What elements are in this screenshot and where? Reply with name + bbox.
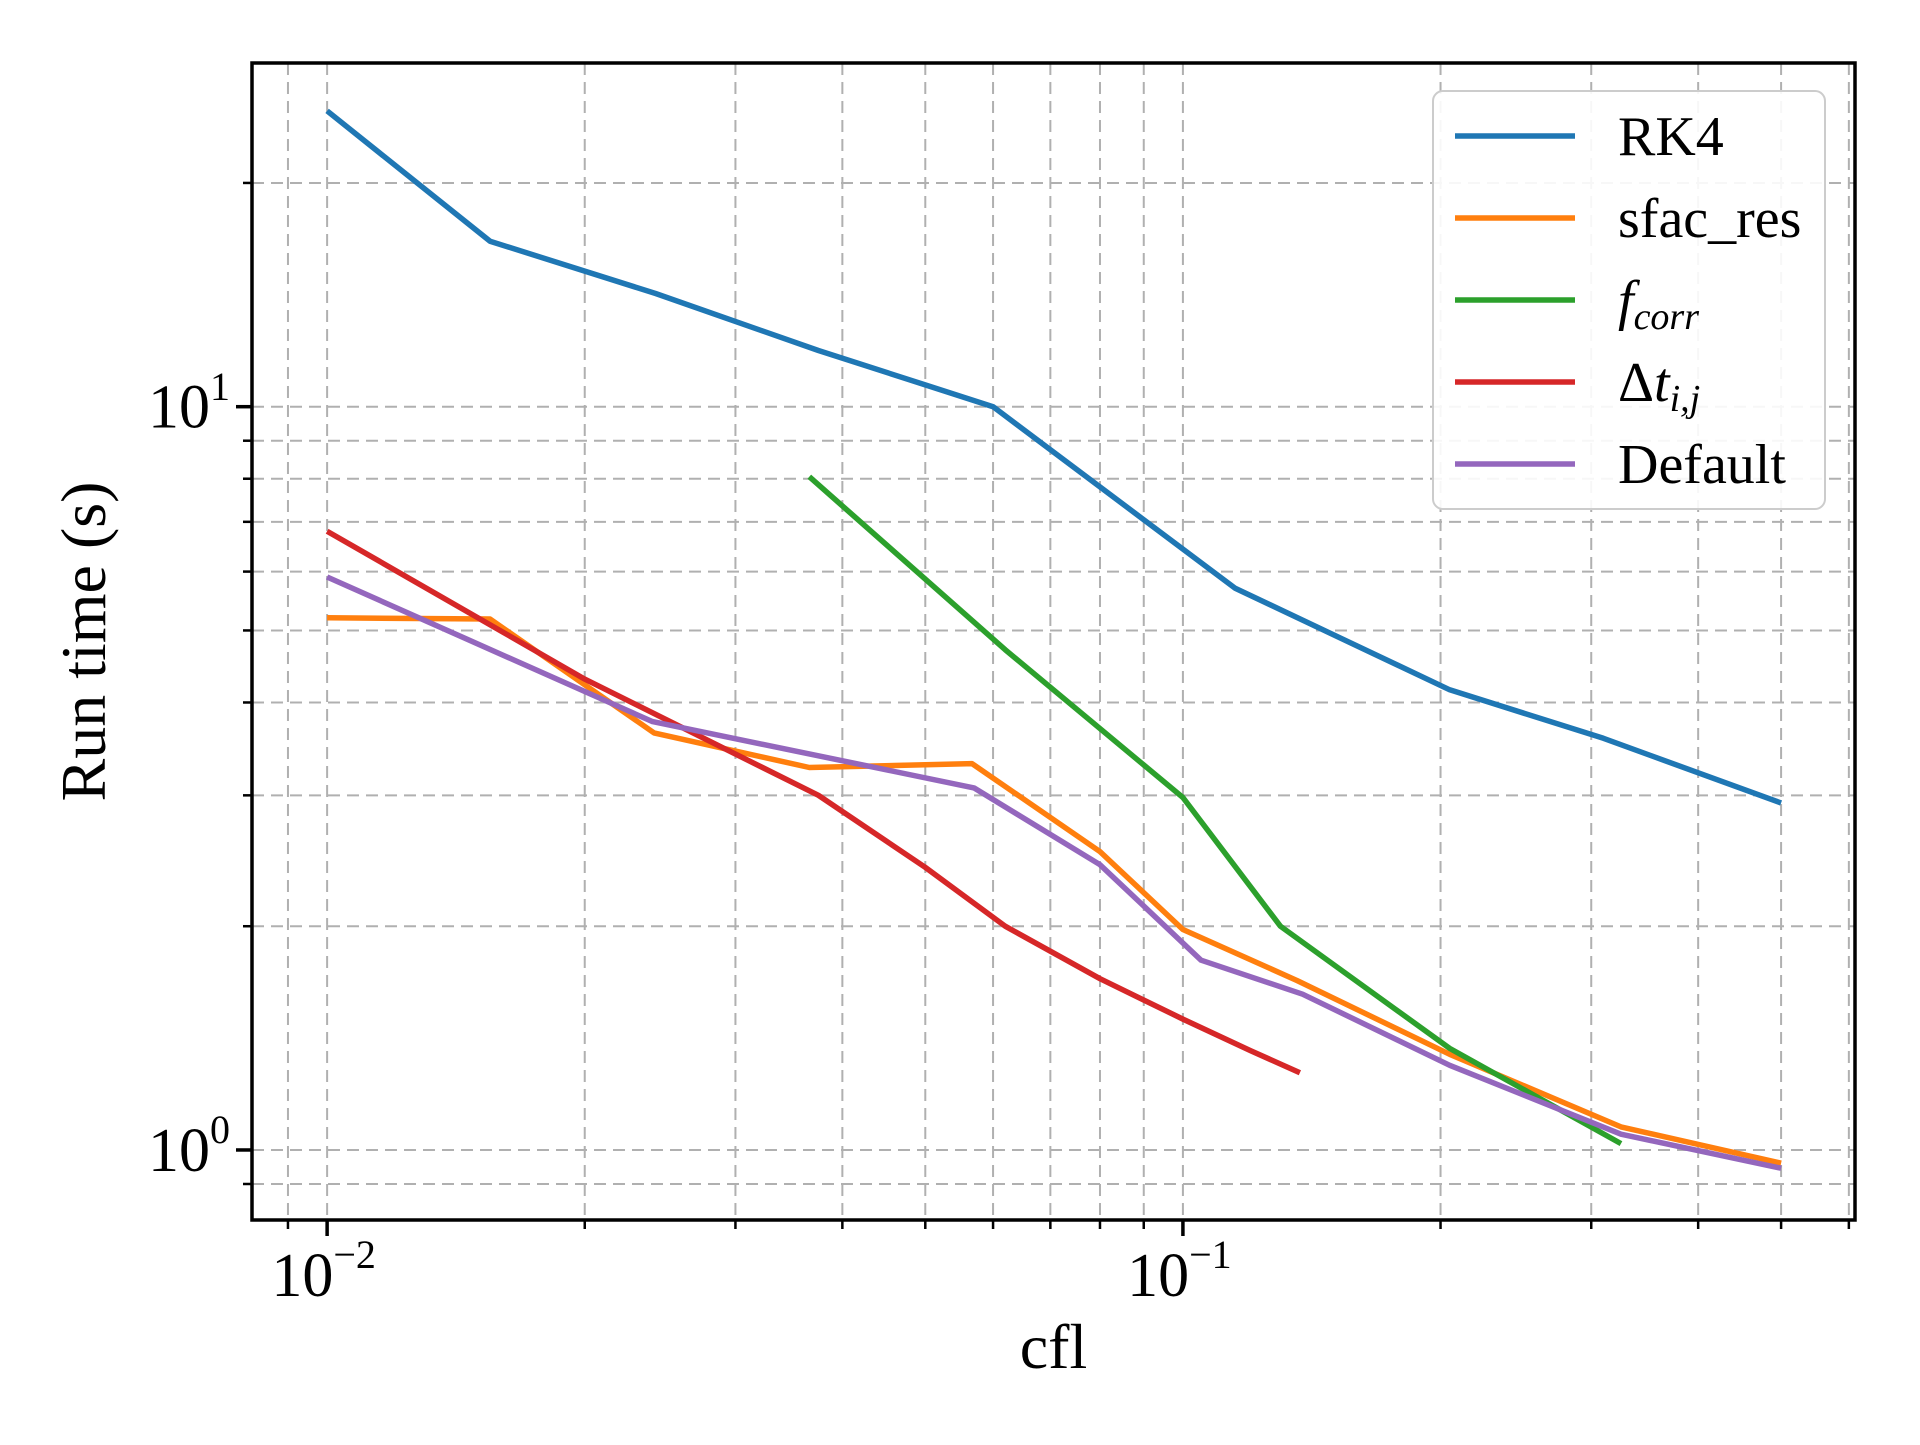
y-tick-label-1: 100 [148,1107,230,1185]
series-line-f_corr [807,474,1623,1147]
legend-box [1432,90,1826,510]
y-tick-label-10: 101 [148,364,230,442]
legend-label-RK4: RK4 [1618,106,1724,168]
series-line-Default [325,574,1782,1171]
series-line-delta_t_ij [325,528,1302,1076]
legend-label-f_corr: fcorr [1618,270,1699,338]
ticks [236,181,1851,1236]
legend-entry-f_corr: fcorr [1455,270,1699,338]
legend-label-sfac_res: sfac_res [1618,188,1801,250]
x-tick-label-0.01: 10−2 [271,1232,376,1310]
x-axis-label: cfl [1020,1311,1088,1382]
legend-label-delta_t_ij: Δti,j [1618,352,1700,420]
tick-labels: 10−2 10−1 101 100 [148,364,1232,1310]
y-axis-label: Run time (s) [48,482,119,802]
legend-label-Default: Default [1618,434,1786,496]
x-tick-label-0.1: 10−1 [1127,1232,1232,1310]
legend-entry-delta_t_ij: Δti,j [1455,352,1700,420]
legend-entry-Default: Default [1455,434,1786,496]
series-line-RK4 [325,108,1783,806]
legend-entry-RK4: RK4 [1455,106,1724,168]
plot-border [250,61,1857,1222]
legend-entry-sfac_res: sfac_res [1455,188,1801,250]
series-lines [325,108,1783,1171]
